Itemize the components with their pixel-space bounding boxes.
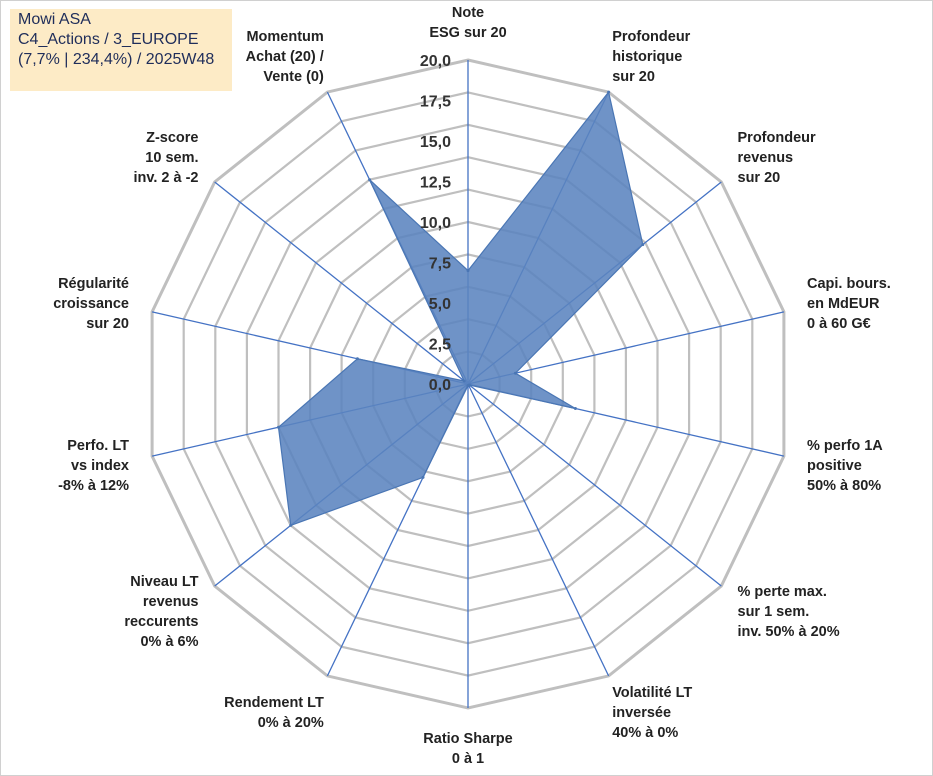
axis-label-line: 40% à 0% [612, 725, 678, 741]
axis-label-line: croissance [53, 296, 129, 312]
axis-label-line: Régularité [58, 276, 129, 292]
axis-label-line: revenus [143, 594, 199, 610]
axis-label-line: en MdEUR [807, 296, 880, 312]
tick-label: 7,5 [429, 256, 451, 273]
axis-label-line: inv. 2 à -2 [133, 170, 198, 186]
axis-label-line: positive [807, 458, 862, 474]
axis-label-line: Profondeur [612, 29, 690, 45]
axis-labels: Note ESG sur 20 Profondeur historique sur 20… [53, 5, 891, 767]
axis-label-line: Z-score [146, 130, 198, 146]
axis-label-line: Achat (20) / [246, 49, 324, 65]
company-name: Mowi ASA [18, 11, 91, 28]
axis-label-line: sur 20 [738, 170, 781, 186]
axis-label-line: 0% à 6% [140, 634, 198, 650]
axis-label-line: inv. 50% à 20% [738, 624, 840, 640]
axis-label-line: 50% à 80% [807, 478, 881, 494]
tick-label: 17,5 [420, 94, 451, 111]
radial-tick-labels: 0,0 2,5 5,0 7,5 10,0 12,5 15,0 17,5 20,0 [420, 53, 451, 394]
data-point-3 [513, 371, 517, 375]
axis-label-1: Profondeur historique sur 20 [612, 29, 690, 85]
axis-label-line: Ratio Sharpe [423, 731, 512, 747]
axis-label-line: Capi. bours. [807, 276, 891, 292]
axis-label-line: historique [612, 49, 682, 65]
axis-label-line: sur 20 [612, 69, 655, 85]
performance-week: (7,7% | 234,4%) / 2025W48 [18, 51, 215, 68]
axis-label-line: Niveau LT [130, 574, 198, 590]
data-point-2 [641, 243, 645, 247]
info-box: Mowi ASA C4_Actions / 3_EUROPE (7,7% | 2… [10, 9, 232, 91]
axis-label-line: vs index [71, 458, 129, 474]
axis-label-line: reccurents [124, 614, 198, 630]
axis-label-line: revenus [738, 150, 794, 166]
data-point-12 [462, 379, 466, 383]
axis-label-4: % perfo 1A positive 50% à 80% [807, 438, 883, 494]
axis-label-line: sur 1 sem. [738, 604, 810, 620]
tick-label: 5,0 [429, 296, 451, 313]
axis-label-0: Note ESG sur 20 [429, 5, 506, 41]
data-point-13 [368, 178, 372, 182]
axis-label-3: Capi. bours. en MdEUR 0 à 60 G€ [807, 276, 891, 332]
axis-label-8: Rendement LT 0% à 20% [224, 695, 324, 731]
data-point-10 [277, 425, 280, 429]
axis-label-line: Profondeur [738, 130, 816, 146]
axis-label-line: 0 à 1 [452, 751, 484, 767]
axis-label-12: Z-score 10 sem. inv. 2 à -2 [133, 130, 198, 186]
axis-label-line: Volatilité LT [612, 685, 692, 701]
data-point-4 [573, 407, 577, 410]
axis-label-7: Ratio Sharpe 0 à 1 [423, 731, 512, 767]
axis-label-5: % perte max. sur 1 sem. inv. 50% à 20% [738, 584, 840, 640]
data-point-9 [289, 523, 293, 527]
data-point-7 [466, 384, 470, 388]
axis-label-line: 0 à 60 G€ [807, 316, 871, 332]
portfolio-category: C4_Actions / 3_EUROPE [18, 31, 199, 48]
axis-label-line: Perfo. LT [67, 438, 129, 454]
tick-label: 15,0 [420, 134, 451, 151]
axis-label-line: inversée [612, 705, 671, 721]
axis-spoke-12 [214, 181, 469, 385]
axis-label-line: Rendement LT [224, 695, 324, 711]
axis-label-2: Profondeur revenus sur 20 [738, 130, 816, 186]
axis-label-line: % perte max. [738, 584, 827, 600]
radar-series [277, 90, 645, 527]
axis-label-9: Niveau LT revenus reccurents 0% à 6% [124, 574, 198, 650]
data-point-8 [421, 475, 425, 479]
tick-label: 20,0 [420, 53, 451, 70]
tick-label: 2,5 [429, 337, 451, 354]
axis-label-11: Régularité croissance sur 20 [53, 276, 129, 332]
axis-label-line: -8% à 12% [58, 478, 129, 494]
tick-label: 10,0 [420, 215, 451, 232]
data-point-0 [466, 269, 470, 273]
series-area [277, 90, 644, 527]
axis-label-13: Momentum Achat (20) / Vente (0) [246, 29, 324, 85]
axis-spoke-5 [467, 383, 722, 587]
tick-label: 0,0 [429, 377, 451, 394]
data-point-1 [607, 90, 611, 94]
axis-label-line: ESG sur 20 [429, 25, 506, 41]
axis-spoke-3 [467, 311, 785, 385]
data-point-11 [355, 357, 359, 361]
axis-label-line: % perfo 1A [807, 438, 883, 454]
axis-label-line: Momentum [246, 29, 323, 45]
axis-label-line: 0% à 20% [258, 715, 324, 731]
axis-spoke-6 [467, 383, 610, 677]
axis-label-line: Note [452, 5, 484, 21]
axis-label-line: 10 sem. [145, 150, 198, 166]
axis-label-line: Vente (0) [263, 69, 324, 85]
axis-label-6: Volatilité LT inversée 40% à 0% [612, 685, 692, 741]
tick-label: 12,5 [420, 175, 451, 192]
axis-label-line: sur 20 [86, 316, 129, 332]
axis-label-10: Perfo. LT vs index -8% à 12% [58, 438, 129, 494]
